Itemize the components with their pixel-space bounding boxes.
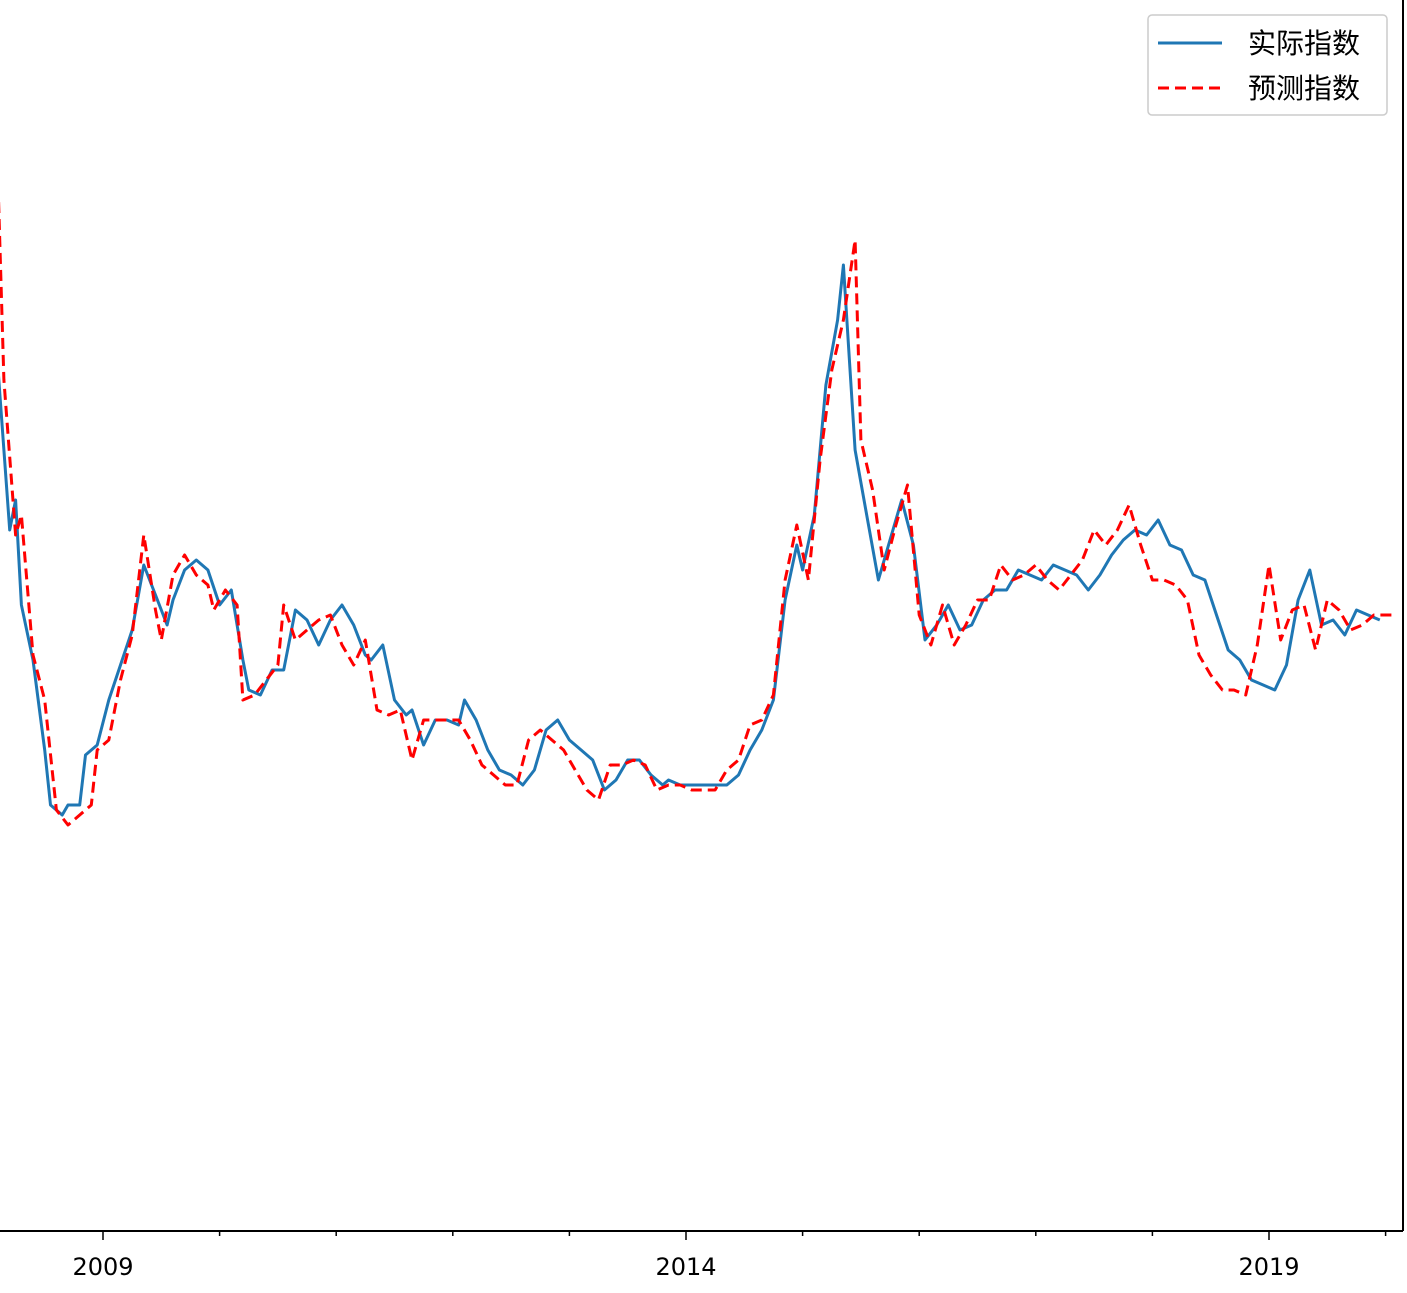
series-predicted-line — [0, 198, 1398, 827]
legend-actual-label: 实际指数 — [1248, 27, 1360, 60]
legend-predicted-label: 预测指数 — [1248, 72, 1360, 105]
legend: 实际指数 预测指数 — [1147, 14, 1388, 116]
series-layer — [0, 198, 1398, 827]
x-tick-label: 2009 — [72, 1253, 133, 1281]
x-tick-label: 2019 — [1238, 1253, 1299, 1281]
legend-box — [1147, 14, 1388, 116]
x-tick-label: 2014 — [655, 1253, 716, 1281]
